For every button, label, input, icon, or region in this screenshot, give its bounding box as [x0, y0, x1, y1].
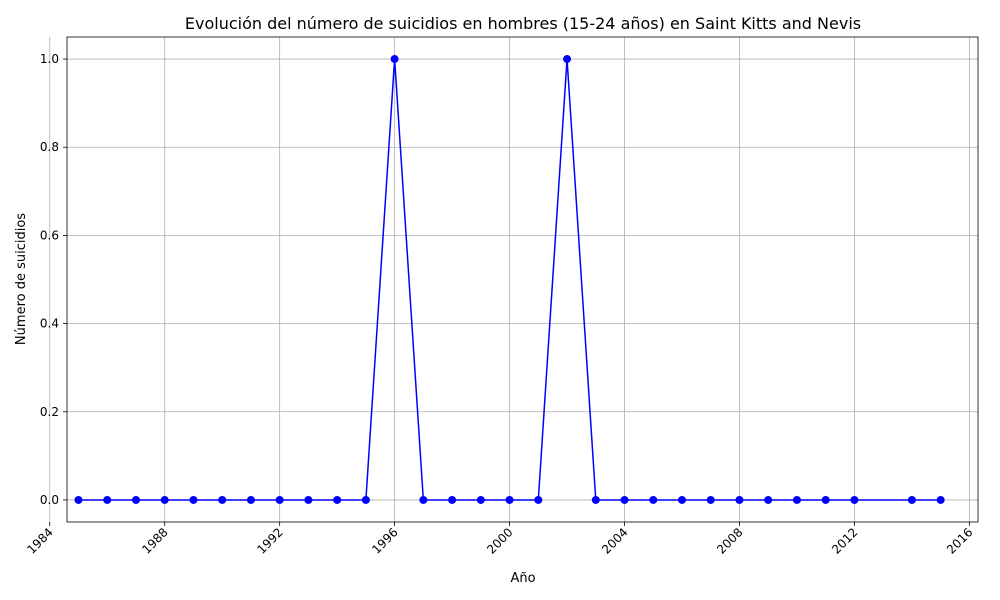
data-point — [361, 495, 370, 504]
data-point — [764, 495, 773, 504]
x-tick-label: 2004 — [599, 525, 630, 556]
x-tick-label: 2012 — [829, 525, 860, 556]
grid — [49, 37, 978, 522]
data-point — [907, 495, 916, 504]
data-point — [131, 495, 140, 504]
y-tick-label: 0.6 — [40, 228, 59, 242]
y-tick-label: 0.4 — [40, 317, 59, 331]
y-tick-label: 0.2 — [40, 405, 59, 419]
data-point — [821, 495, 830, 504]
x-tick-label: 1984 — [24, 525, 55, 556]
data-point — [160, 495, 169, 504]
data-point — [563, 55, 572, 64]
x-tick-label: 1992 — [254, 525, 285, 556]
series-layer — [74, 55, 945, 504]
x-tick-label: 1988 — [139, 525, 170, 556]
x-tick-label: 2016 — [944, 525, 975, 556]
data-point — [189, 495, 198, 504]
data-point — [218, 495, 227, 504]
y-tick-label: 1.0 — [40, 52, 59, 66]
plot-frame — [66, 36, 979, 523]
data-point — [735, 495, 744, 504]
data-point — [850, 495, 859, 504]
ticks: 1984 1988 1992 1996 2000 2004 2008 2012 2016 0.0 0… — [24, 52, 975, 557]
data-point — [74, 495, 83, 504]
data-point — [275, 495, 284, 504]
x-tick-label: 2000 — [484, 525, 515, 556]
data-point — [246, 495, 255, 504]
data-point — [792, 495, 801, 504]
chart-title: Evolución del número de suicidios en hom… — [185, 14, 861, 33]
data-point — [333, 495, 342, 504]
x-tick-label: 2008 — [714, 525, 745, 556]
data-point — [936, 495, 945, 504]
data-point — [677, 495, 686, 504]
data-point — [390, 55, 399, 64]
y-tick-label: 0.0 — [40, 493, 59, 507]
data-point — [103, 495, 112, 504]
data-point — [419, 495, 428, 504]
data-point — [304, 495, 313, 504]
x-axis-label: Año — [510, 571, 535, 586]
data-point — [649, 495, 658, 504]
x-tick-label: 1996 — [369, 525, 400, 556]
data-point — [591, 495, 600, 504]
y-tick-label: 0.8 — [40, 140, 59, 154]
y-axis-label: Número de suicidios — [14, 213, 29, 345]
data-point — [505, 495, 514, 504]
series-line — [78, 59, 941, 501]
data-point — [706, 495, 715, 504]
data-point — [534, 495, 543, 504]
data-point — [620, 495, 629, 504]
data-point — [448, 495, 457, 504]
data-point — [476, 495, 485, 504]
